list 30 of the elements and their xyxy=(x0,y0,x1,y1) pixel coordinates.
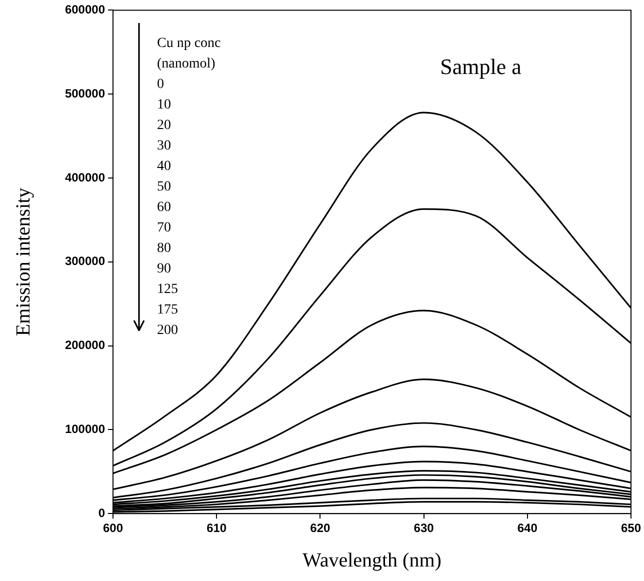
x-tick-label: 610 xyxy=(206,521,227,536)
x-tick-label: 630 xyxy=(414,521,434,536)
annotation: Sample a xyxy=(440,54,522,79)
annotation: 0 xyxy=(157,76,164,92)
y-tick-label: 400000 xyxy=(64,170,106,184)
y-tick-label: 300000 xyxy=(64,254,106,268)
y-tick-label: 500000 xyxy=(64,86,106,100)
x-tick-label: 600 xyxy=(102,521,124,536)
x-tick-label: 650 xyxy=(620,521,642,536)
annotation: 20 xyxy=(157,118,171,133)
x-tick-label: 640 xyxy=(517,521,538,536)
annotation: 80 xyxy=(157,240,171,256)
x-axis-title: Wavelength (nm) xyxy=(302,549,442,572)
annotation: 175 xyxy=(157,302,178,318)
y-tick-label: 100000 xyxy=(64,422,106,436)
annotation: 40 xyxy=(157,158,171,174)
annotation: 60 xyxy=(157,200,171,215)
annotation: 125 xyxy=(157,282,178,297)
annotation: 50 xyxy=(157,179,171,194)
y-tick-label: 600000 xyxy=(64,2,106,17)
x-tick-label: 620 xyxy=(310,521,331,536)
annotation: 90 xyxy=(157,261,171,276)
annotation: 10 xyxy=(157,97,171,112)
annotation: 200 xyxy=(157,322,178,338)
annotation: 70 xyxy=(157,220,171,236)
annotation: Cu np conc (nanomol) xyxy=(157,36,221,72)
annotation: 30 xyxy=(157,138,171,154)
y-tick-label: 200000 xyxy=(64,338,106,352)
y-tick-label: 0 xyxy=(98,506,106,520)
y-axis-title: Emission intensity xyxy=(12,188,34,336)
